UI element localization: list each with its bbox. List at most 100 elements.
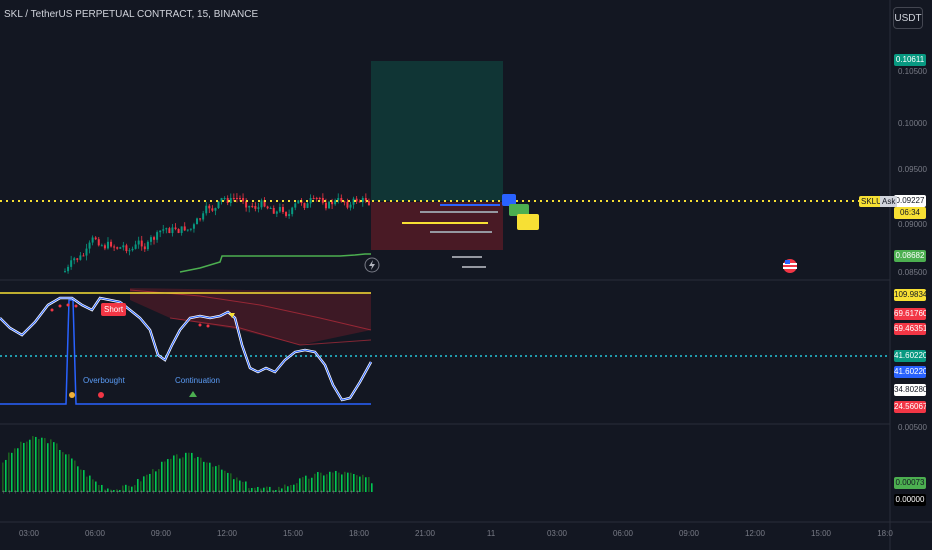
histogram-cross: + (8, 490, 12, 496)
histogram-bar (344, 471, 346, 492)
histogram-cross: + (272, 490, 276, 496)
candle-body (217, 201, 220, 209)
histogram-bar (26, 441, 28, 492)
candle-body (103, 245, 106, 249)
currency-button[interactable]: USDT (893, 7, 923, 29)
candle-body (64, 271, 66, 273)
histogram-bar (353, 473, 355, 492)
histogram-bar (170, 458, 172, 492)
candle-body (275, 211, 278, 214)
candlestick-series (64, 193, 370, 274)
candle-body (214, 208, 217, 211)
candle-body (97, 239, 100, 246)
candle-body (226, 198, 229, 203)
histogram-bar (338, 472, 340, 492)
candle-body (199, 218, 202, 220)
histogram-bar (41, 437, 43, 492)
histogram-bar (68, 454, 70, 492)
candle-body (79, 255, 82, 260)
histogram-bar (251, 487, 253, 492)
histogram-bar (38, 439, 40, 492)
histogram-bar (176, 454, 178, 492)
candle-body (364, 198, 367, 201)
histogram-bar (290, 484, 292, 492)
histogram-cross: + (152, 490, 156, 496)
histogram-bar (71, 458, 73, 492)
histogram-bar (14, 448, 16, 492)
histogram-cross: + (224, 490, 228, 496)
candle-body (312, 198, 315, 199)
histogram-bar (218, 464, 220, 492)
lightning-icon[interactable] (364, 257, 380, 273)
histogram-bar (248, 488, 250, 492)
histogram-cross: + (56, 490, 60, 496)
histogram-bar (296, 483, 298, 492)
histogram-bar (143, 476, 145, 492)
histogram-bar (173, 455, 175, 492)
histogram-cross: + (92, 490, 96, 496)
histogram-cross: + (50, 490, 54, 496)
time-tick: 06:00 (84, 529, 106, 538)
histogram-bar (5, 459, 7, 492)
candle-body (131, 248, 134, 251)
price-tick: 0.08500 (898, 268, 927, 277)
time-tick: 21:00 (414, 529, 436, 538)
candle-body (328, 201, 331, 209)
candle-body (67, 266, 70, 272)
histogram-cross: + (62, 490, 66, 496)
histogram-bar (317, 472, 319, 492)
histogram-cross: + (212, 490, 216, 496)
candle-body (269, 207, 272, 209)
histogram-cross: + (98, 490, 102, 496)
histogram-bar (269, 486, 271, 492)
candle-body (266, 206, 269, 209)
position-handle-blue[interactable] (502, 194, 516, 206)
histogram-cross: + (26, 490, 30, 496)
candle-body (192, 224, 195, 229)
candle-body (211, 208, 214, 211)
candle-body (263, 200, 266, 207)
position-handle-green[interactable] (509, 204, 529, 216)
candle-body (334, 200, 337, 205)
histogram-bar (332, 472, 334, 492)
position-handle-yellow[interactable] (517, 214, 539, 230)
histogram-cross: + (176, 490, 180, 496)
histogram-cross: + (188, 490, 192, 496)
histogram-bar (86, 476, 88, 492)
candle-body (278, 207, 281, 212)
candle-body (134, 244, 137, 249)
histogram-cross: + (278, 490, 282, 496)
histogram-bar (263, 487, 265, 492)
histogram-bar (125, 484, 127, 492)
price-tick: 0.10500 (898, 67, 927, 76)
indicator-label: 41.60220 (894, 366, 926, 378)
histogram-cross: + (326, 490, 330, 496)
us-flag-icon[interactable] (783, 259, 797, 273)
histogram-bar (299, 478, 301, 492)
histogram-cross: + (200, 490, 204, 496)
histogram-bar (371, 483, 373, 492)
histogram-bar (119, 490, 121, 492)
candle-body (137, 240, 140, 245)
candle-body (303, 203, 306, 208)
histogram-bar (65, 454, 67, 492)
histogram-cross: + (290, 490, 294, 496)
histogram-cross: + (38, 490, 42, 496)
histogram-cross: + (248, 490, 252, 496)
histogram-cross: + (104, 490, 108, 496)
overbought-label: Overbought (83, 376, 125, 385)
histogram-bar (77, 466, 79, 492)
histogram-bar (335, 470, 337, 492)
time-tick: 03:00 (546, 529, 568, 538)
candle-body (116, 247, 119, 249)
histogram-bar (95, 481, 97, 492)
candle-body (281, 207, 284, 213)
histogram-bar (104, 489, 106, 492)
histogram-cross: + (68, 490, 72, 496)
histogram-bar (236, 477, 238, 492)
candle-body (122, 245, 125, 248)
histogram-cross: + (170, 490, 174, 496)
candle-body (162, 229, 165, 231)
overbought-dots (50, 303, 210, 328)
